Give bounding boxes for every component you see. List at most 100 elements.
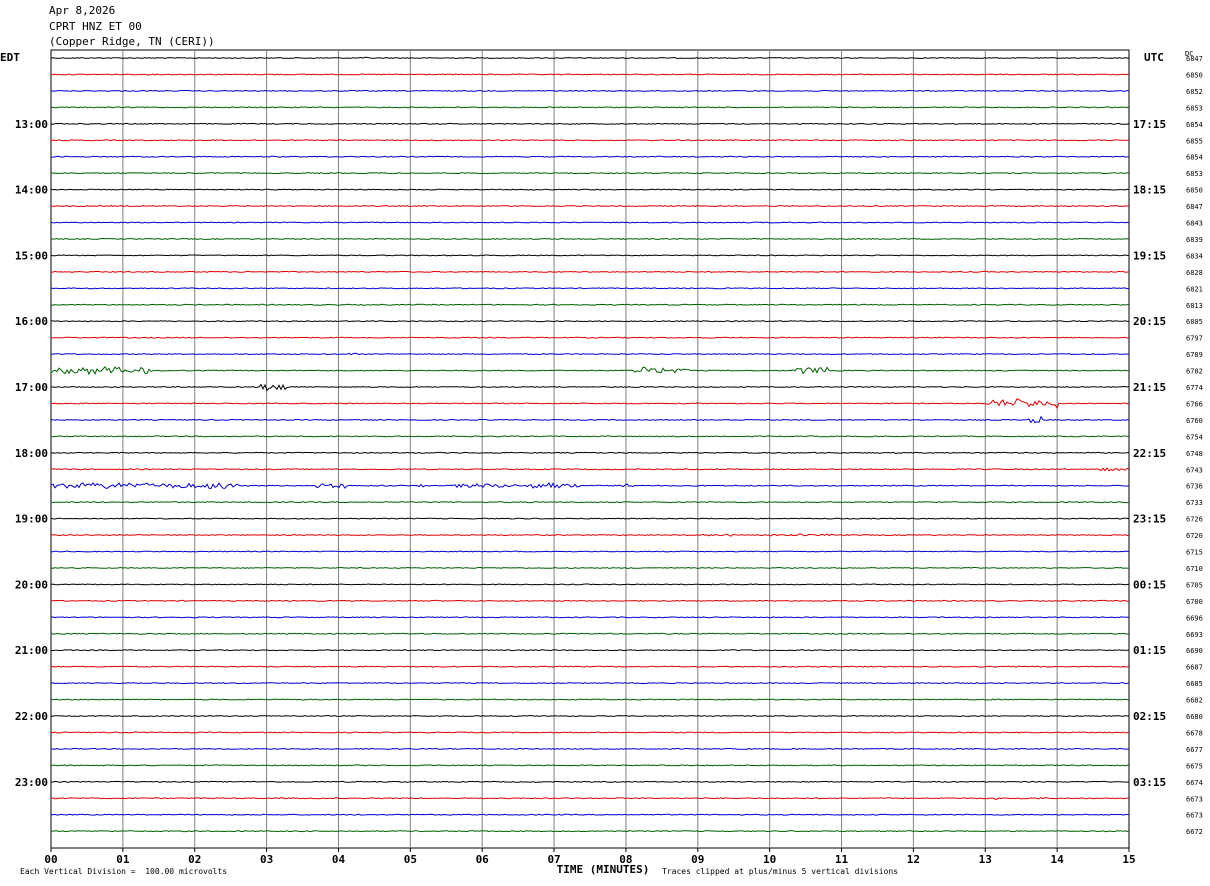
dc-offset-label: 6760 [1186, 417, 1203, 425]
dc-offset-label: 6850 [1186, 71, 1203, 79]
trace-line [50, 205, 1130, 208]
trace-line [50, 415, 1130, 424]
dc-offset-label: 6693 [1186, 631, 1203, 639]
dc-offset-label: 6677 [1186, 746, 1203, 754]
dc-offset-label: 6813 [1186, 302, 1203, 310]
dc-offset-label: 6805 [1186, 318, 1203, 326]
dc-offset-label: 6673 [1186, 795, 1203, 803]
trace-line [50, 365, 1130, 376]
trace-line [50, 303, 1130, 306]
trace-line [50, 715, 1130, 717]
trace-line [50, 398, 1130, 409]
trace-line [50, 780, 1130, 783]
trace-line [50, 649, 1130, 652]
trace-line [50, 764, 1130, 767]
trace-line [50, 254, 1129, 257]
dc-offset-label: 6834 [1186, 252, 1203, 260]
trace-line [51, 383, 1130, 392]
dc-offset-label: 6853 [1186, 170, 1203, 178]
utc-time-label: 18:15 [1133, 184, 1166, 197]
trace-line [50, 270, 1130, 273]
dc-offset-label: 6705 [1186, 581, 1203, 589]
trace-line [50, 501, 1130, 504]
trace-line [50, 665, 1130, 668]
utc-time-label: 02:15 [1133, 710, 1166, 723]
dc-offset-label: 6854 [1186, 154, 1203, 162]
plot-frame [50, 49, 1130, 849]
edt-time-label: 18:00 [15, 447, 48, 460]
utc-time-label: 19:15 [1133, 249, 1166, 262]
trace-line [50, 797, 1130, 800]
dc-offset-label: 6680 [1186, 713, 1203, 721]
chart-date: Apr 8,2026 [49, 4, 116, 17]
trace-line [50, 616, 1130, 619]
dc-offset-label: 6847 [1186, 203, 1203, 211]
dc-offset-label: 6766 [1186, 400, 1203, 408]
dc-offset-label: 6748 [1186, 450, 1203, 458]
edt-time-label: 17:00 [15, 381, 48, 394]
trace-line [50, 517, 1130, 520]
utc-time-label: 01:15 [1133, 644, 1166, 657]
dc-offset-label: 6843 [1186, 220, 1203, 228]
dc-offset-label: 6855 [1186, 137, 1203, 145]
dc-offset-label: 6853 [1186, 104, 1203, 112]
edt-time-label: 16:00 [15, 315, 48, 328]
clip-note: Traces clipped at plus/minus 5 vertical … [662, 867, 899, 876]
trace-line [50, 336, 1130, 339]
trace-line [50, 287, 1130, 290]
trace-line [50, 813, 1130, 816]
chart-location: (Copper Ridge, TN (CERI)) [49, 35, 215, 48]
trace-line [50, 467, 1130, 472]
x-tick-label: 08 [619, 853, 632, 866]
x-axis-label: TIME (MINUTES) [557, 863, 650, 876]
dc-offset-label: 6839 [1186, 236, 1203, 244]
x-tick-label: 07 [547, 853, 560, 866]
x-tick-label: 06 [476, 853, 490, 866]
dc-offset-label: 6675 [1186, 762, 1203, 770]
trace-line [50, 237, 1130, 240]
dc-offset-label: 6789 [1186, 351, 1203, 359]
edt-time-label: 22:00 [15, 710, 48, 723]
edt-time-label: 15:00 [15, 249, 48, 262]
dc-axis-title: DC [1185, 50, 1193, 58]
dc-offset-label: 6797 [1186, 335, 1203, 343]
dc-offset-label: 6682 [1186, 697, 1203, 705]
dc-offset-label: 6850 [1186, 187, 1203, 195]
x-tick-label: 05 [404, 853, 417, 866]
trace-line [50, 682, 1130, 685]
trace-line [50, 320, 1130, 323]
trace-line [50, 155, 1130, 158]
edt-time-label: 23:00 [15, 776, 48, 789]
dc-offset-label: 6821 [1186, 285, 1203, 293]
trace-line [50, 122, 1130, 125]
dc-offset-label: 6674 [1186, 779, 1203, 787]
dc-offset-label: 6696 [1186, 614, 1203, 622]
x-tick-label: 01 [116, 853, 130, 866]
trace-line [50, 830, 1130, 833]
dc-offset-label: 6672 [1186, 828, 1203, 836]
trace-line [50, 73, 1130, 76]
dc-offset-label: 6854 [1186, 121, 1203, 129]
dc-offset-label: 6743 [1186, 466, 1203, 474]
dc-offset-label: 6852 [1186, 88, 1203, 96]
dc-offset-label: 6754 [1186, 433, 1203, 441]
chart-station: CPRT HNZ ET 00 [49, 20, 142, 33]
edt-time-label: 14:00 [15, 184, 48, 197]
dc-offset-label: 6720 [1186, 532, 1203, 540]
trace-line [50, 106, 1130, 109]
x-tick-label: 13 [979, 853, 992, 866]
utc-time-label: 03:15 [1133, 776, 1166, 789]
x-tick-label: 14 [1051, 853, 1065, 866]
scale-note: Each Vertical Division = 100.00 microvol… [20, 867, 228, 876]
dc-offset-label: 6774 [1186, 384, 1203, 392]
trace-line [50, 583, 1130, 586]
dc-offset-label: 6736 [1186, 483, 1203, 491]
trace-line [50, 731, 1130, 734]
trace-line [50, 632, 1130, 635]
dc-offset-label: 6678 [1186, 729, 1203, 737]
x-tick-label: 03 [260, 853, 273, 866]
x-tick-label: 09 [691, 853, 704, 866]
trace-line [50, 56, 1130, 59]
edt-time-label: 13:00 [15, 118, 48, 131]
